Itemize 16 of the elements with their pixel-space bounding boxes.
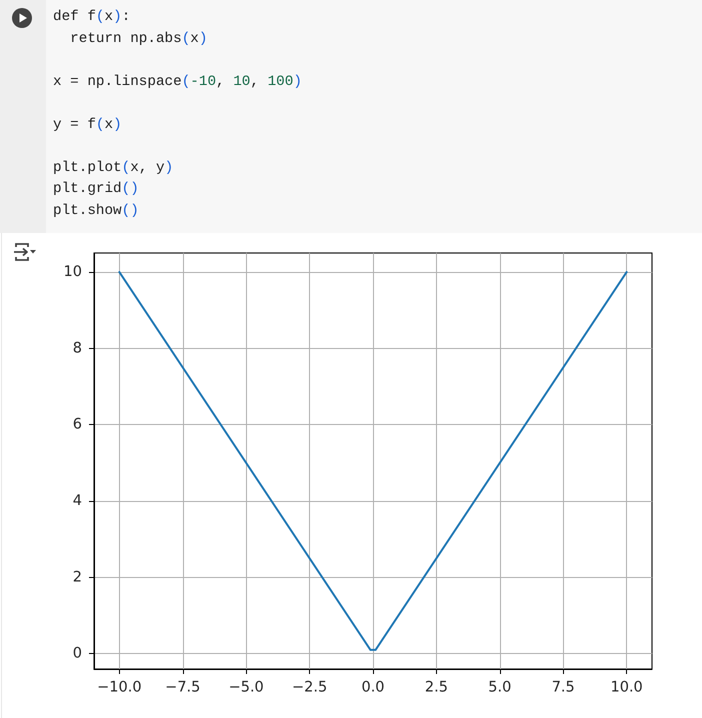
y-tick-label: 6 <box>72 416 82 433</box>
y-tick-label: 8 <box>72 340 82 356</box>
x-tick-label: 0.0 <box>361 680 385 696</box>
y-tick-label: 2 <box>72 569 82 586</box>
x-tick-label: 5.0 <box>488 680 512 696</box>
y-tick-label: 0 <box>72 646 82 662</box>
x-tick-label: 2.5 <box>424 680 448 696</box>
x-tick-label: 10.0 <box>610 680 643 696</box>
x-tick-label: −7.5 <box>165 680 200 696</box>
y-tick-label: 4 <box>72 493 82 510</box>
x-tick-label: −10.0 <box>97 680 142 696</box>
text: def f(x): return np.abs(x) x = np.linspace(-10, 10, 100) y = f(x) plt.plot(x, y) plt.grid() plt.show() <box>53 9 302 218</box>
x-tick-label: −2.5 <box>292 680 328 696</box>
y-tick-label: 10 <box>64 264 82 280</box>
x-tick-label: −5.0 <box>228 680 264 696</box>
x-tick-label: 7.5 <box>552 680 575 696</box>
